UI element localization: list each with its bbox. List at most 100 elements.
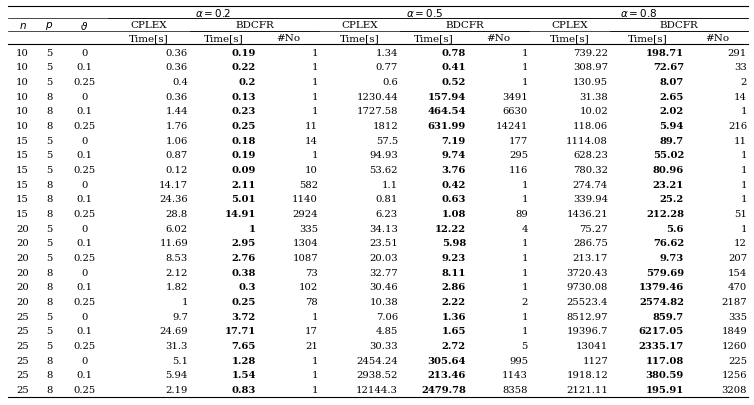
Text: 1.1: 1.1 [382,180,398,190]
Text: 339.94: 339.94 [573,195,608,204]
Text: 4: 4 [522,224,528,233]
Text: 2121.11: 2121.11 [566,385,608,394]
Text: 34.13: 34.13 [369,224,398,233]
Text: 780.32: 780.32 [573,166,608,175]
Text: 2.02: 2.02 [660,107,684,116]
Text: Time[s]: Time[s] [129,34,168,43]
Text: 11: 11 [305,122,318,131]
Text: 0.25: 0.25 [73,254,96,262]
Text: 5: 5 [46,49,53,58]
Text: 3.72: 3.72 [231,312,256,321]
Text: 0.38: 0.38 [231,268,256,277]
Text: 8: 8 [46,93,53,102]
Text: 5: 5 [46,63,53,72]
Text: 216: 216 [728,122,747,131]
Text: 628.23: 628.23 [573,151,608,160]
Text: 195.91: 195.91 [645,385,684,394]
Text: 20.03: 20.03 [369,254,398,262]
Text: 1.44: 1.44 [165,107,188,116]
Text: 0.23: 0.23 [231,107,256,116]
Text: 5: 5 [46,136,53,145]
Text: 2938.52: 2938.52 [357,371,398,379]
Text: 0.25: 0.25 [73,341,96,350]
Text: 0.1: 0.1 [76,327,93,336]
Text: 1: 1 [522,78,528,87]
Text: $n$: $n$ [19,21,26,31]
Text: 1918.12: 1918.12 [566,371,608,379]
Text: 335: 335 [299,224,318,233]
Text: 1: 1 [311,151,318,160]
Text: 14.91: 14.91 [225,210,256,219]
Text: 2.86: 2.86 [442,283,466,292]
Text: $\alpha = 0.5$: $\alpha = 0.5$ [406,7,443,19]
Text: 0.42: 0.42 [442,180,466,190]
Text: 1379.46: 1379.46 [639,283,684,292]
Text: 20: 20 [16,254,29,262]
Text: 1.28: 1.28 [231,356,256,365]
Text: 1: 1 [740,107,747,116]
Text: 291: 291 [728,49,747,58]
Text: 0.22: 0.22 [231,63,256,72]
Text: 5: 5 [46,239,53,248]
Text: 1: 1 [249,224,256,233]
Text: 0.25: 0.25 [73,122,96,131]
Text: 23.21: 23.21 [653,180,684,190]
Text: 8: 8 [46,180,53,190]
Text: 274.74: 274.74 [573,180,608,190]
Text: Time[s]: Time[s] [550,34,590,43]
Text: 0.81: 0.81 [375,195,398,204]
Text: 1: 1 [522,327,528,336]
Text: 154: 154 [728,268,747,277]
Text: 198.71: 198.71 [646,49,684,58]
Text: 15: 15 [16,180,29,190]
Text: 1: 1 [311,93,318,102]
Text: 305.64: 305.64 [428,356,466,365]
Text: 10: 10 [305,166,318,175]
Text: 5.1: 5.1 [172,356,188,365]
Text: 13041: 13041 [576,341,608,350]
Text: 0.13: 0.13 [231,93,256,102]
Text: 5.94: 5.94 [660,122,684,131]
Text: 1230.44: 1230.44 [356,93,398,102]
Text: 1140: 1140 [292,195,318,204]
Text: 1812: 1812 [372,122,398,131]
Text: 9.23: 9.23 [442,254,466,262]
Text: 8: 8 [46,371,53,379]
Text: #No: #No [277,34,301,43]
Text: 1849: 1849 [722,327,747,336]
Text: 0.63: 0.63 [442,195,466,204]
Text: 20: 20 [16,283,29,292]
Text: 1: 1 [311,49,318,58]
Text: 859.7: 859.7 [653,312,684,321]
Text: 0.41: 0.41 [442,63,466,72]
Text: 8: 8 [46,356,53,365]
Text: 23.51: 23.51 [369,239,398,248]
Text: 10: 10 [16,63,29,72]
Text: BDCFR: BDCFR [660,21,698,30]
Text: 0.25: 0.25 [73,385,96,394]
Text: 10: 10 [16,122,29,131]
Text: 10.38: 10.38 [369,297,398,307]
Text: 2.76: 2.76 [231,254,256,262]
Text: 11: 11 [734,136,747,145]
Text: 20: 20 [16,224,29,233]
Text: 32.77: 32.77 [369,268,398,277]
Text: 5: 5 [46,312,53,321]
Text: BDCFR: BDCFR [235,21,274,30]
Text: Time[s]: Time[s] [414,34,453,43]
Text: 0.36: 0.36 [166,93,188,102]
Text: 8: 8 [46,283,53,292]
Text: 10.02: 10.02 [579,107,608,116]
Text: 5: 5 [46,151,53,160]
Text: 17: 17 [305,327,318,336]
Text: 0.52: 0.52 [442,78,466,87]
Text: 1114.08: 1114.08 [566,136,608,145]
Text: 24.36: 24.36 [159,195,188,204]
Text: 5: 5 [46,327,53,336]
Text: 80.96: 80.96 [653,166,684,175]
Text: 4.85: 4.85 [375,327,398,336]
Text: 2.72: 2.72 [442,341,466,350]
Text: 9.73: 9.73 [660,254,684,262]
Text: 8: 8 [46,268,53,277]
Text: 12.22: 12.22 [435,224,466,233]
